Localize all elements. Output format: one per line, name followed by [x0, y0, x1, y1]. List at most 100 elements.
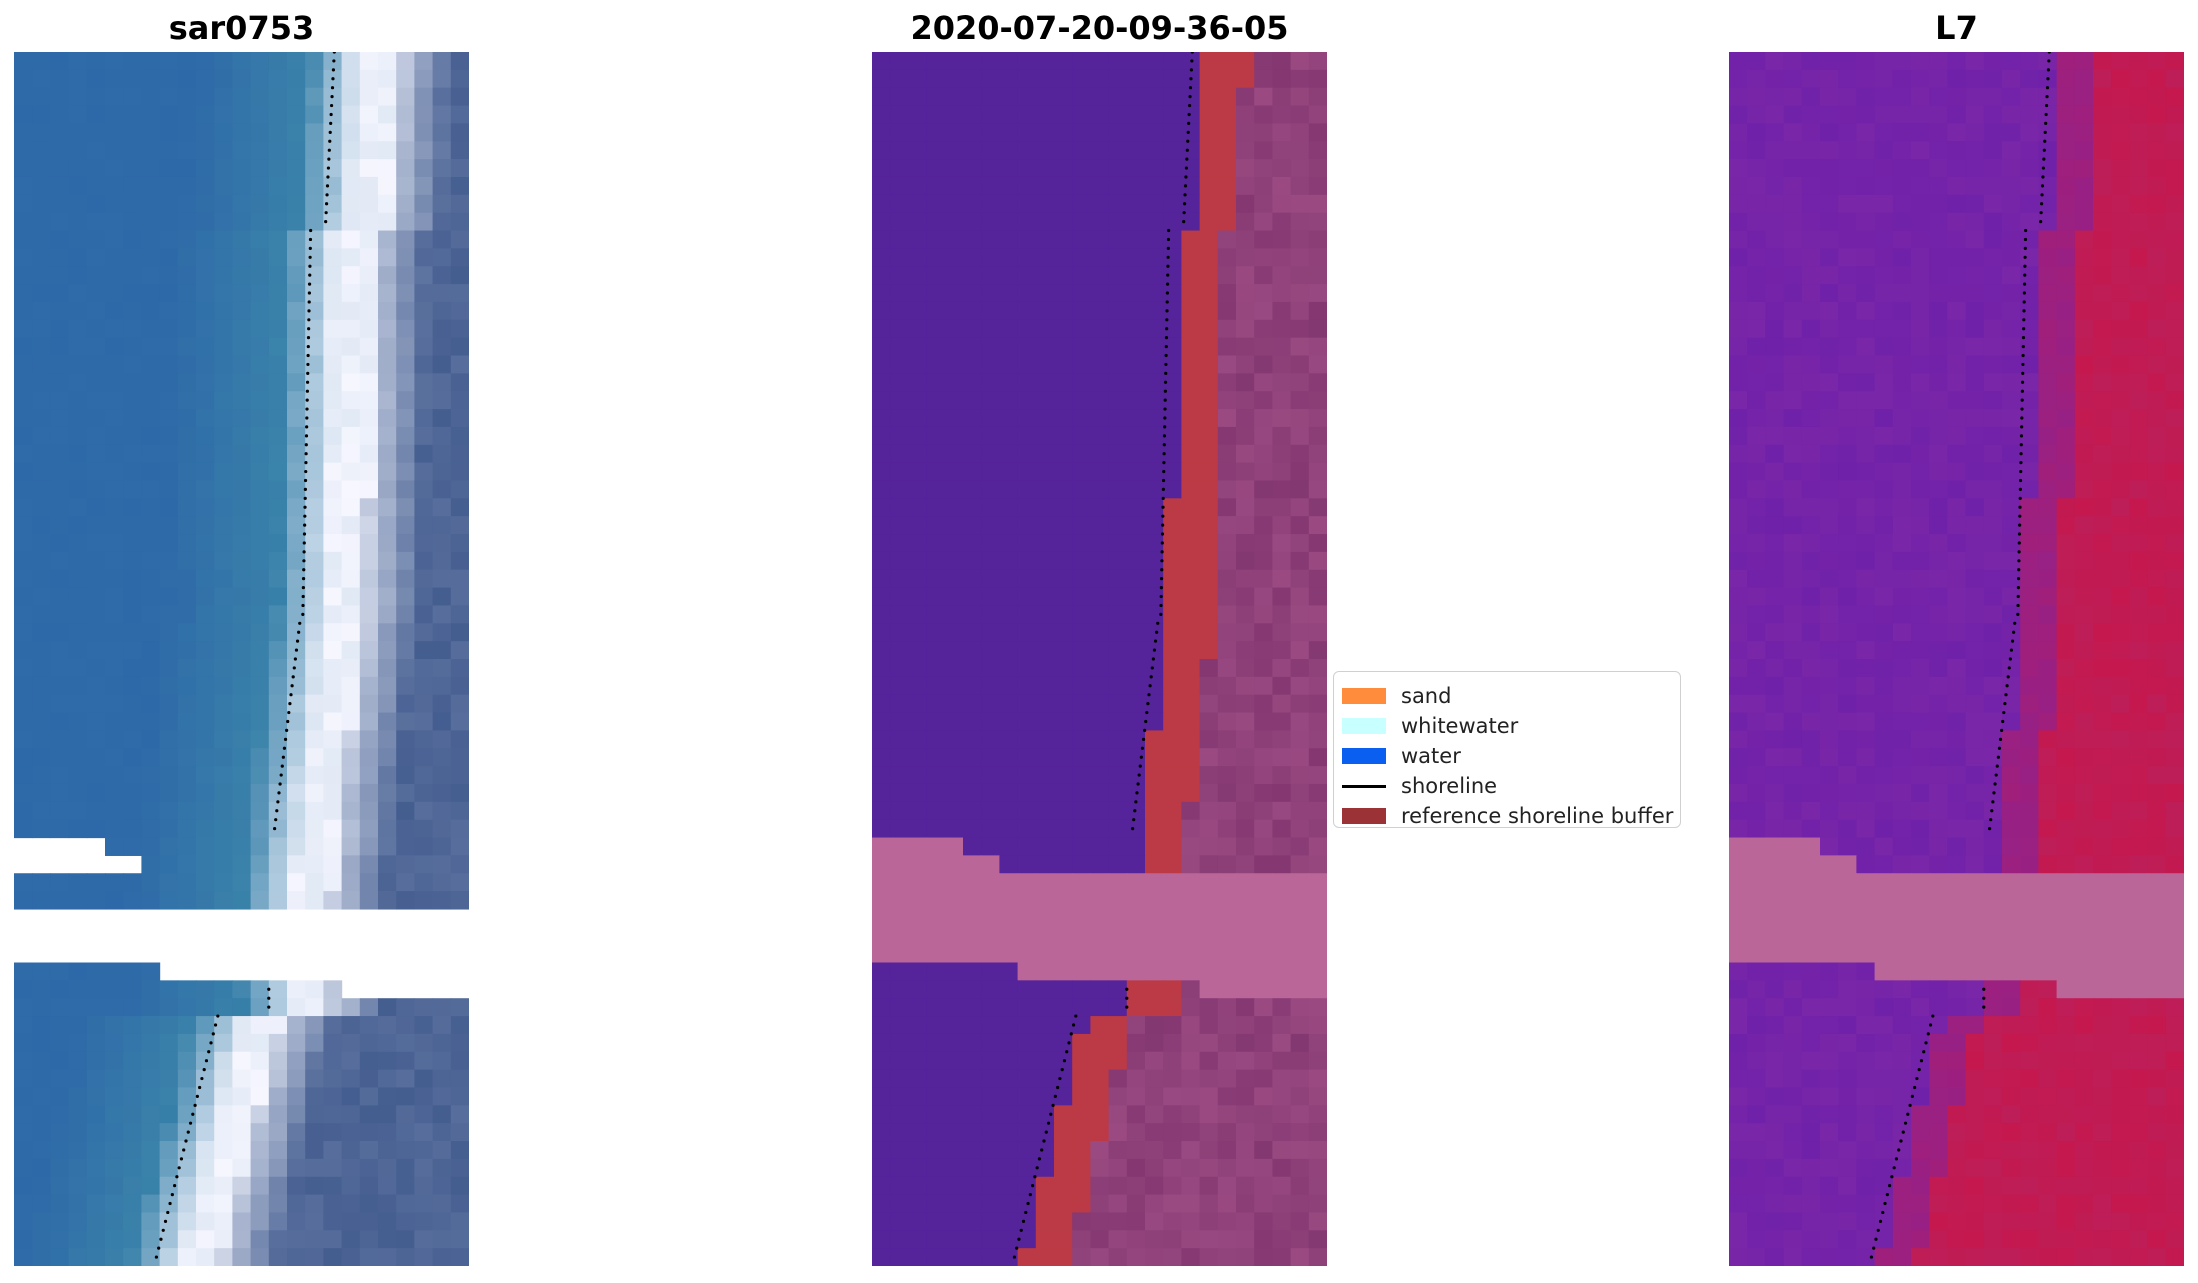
- rgb-pixel: [323, 1016, 343, 1035]
- index-pixel: [1947, 176, 1967, 196]
- class-pixel: [926, 944, 946, 964]
- index-pixel: [1983, 52, 2003, 71]
- class-pixel: [1254, 176, 1273, 196]
- index-pixel: [1838, 212, 1857, 232]
- class-pixel: [999, 944, 1019, 964]
- rgb-pixel: [432, 855, 452, 874]
- index-pixel: [1911, 998, 1930, 1017]
- class-pixel: [1072, 516, 1091, 535]
- class-pixel: [1308, 516, 1327, 535]
- shoreline-point: [1159, 577, 1164, 581]
- index-pixel: [1729, 801, 1748, 821]
- rgb-pixel: [323, 1230, 343, 1249]
- class-pixel: [1217, 980, 1237, 999]
- index-pixel: [2165, 266, 2184, 285]
- rgb-pixel: [378, 194, 397, 214]
- index-pixel: [2002, 801, 2021, 821]
- class-pixel: [1163, 284, 1182, 303]
- rgb-pixel: [177, 230, 197, 249]
- rgb-pixel: [50, 587, 70, 607]
- index-pixel: [1911, 855, 1930, 874]
- index-pixel: [2020, 230, 2039, 249]
- index-pixel: [1892, 837, 1912, 856]
- class-pixel: [1272, 676, 1292, 696]
- rgb-pixel: [105, 534, 124, 553]
- class-pixel: [963, 819, 982, 839]
- class-pixel: [1035, 1105, 1055, 1124]
- index-pixel: [1983, 694, 2003, 714]
- rgb-pixel: [396, 69, 415, 89]
- rgb-pixel: [196, 801, 215, 821]
- rgb-pixel: [341, 337, 361, 357]
- shoreline-point: [308, 255, 312, 259]
- shoreline-point: [303, 523, 307, 527]
- class-pixel: [1290, 801, 1310, 821]
- index-pixel: [1947, 766, 1967, 785]
- rgb-pixel: [378, 426, 397, 446]
- rgb-pixel: [141, 641, 161, 660]
- index-pixel: [1820, 248, 1839, 267]
- class-pixel: [981, 426, 1000, 446]
- class-pixel: [999, 337, 1019, 357]
- class-pixel: [1035, 783, 1055, 803]
- class-pixel: [908, 319, 928, 339]
- class-pixel: [1108, 1105, 1128, 1124]
- rgb-pixel: [32, 444, 51, 464]
- rgb-pixel: [14, 319, 33, 339]
- class-pixel: [872, 212, 891, 232]
- class-pixel: [1199, 891, 1219, 910]
- index-pixel: [1801, 159, 1821, 178]
- rgb-pixel: [105, 1141, 124, 1160]
- rgb-pixel: [68, 605, 88, 624]
- index-pixel: [2038, 1033, 2058, 1053]
- class-pixel: [1217, 623, 1237, 642]
- rgb-pixel: [68, 1033, 88, 1053]
- shoreline-point: [1137, 773, 1141, 777]
- rgb-pixel: [250, 1194, 270, 1214]
- index-pixel: [1947, 159, 1967, 178]
- index-pixel: [2038, 409, 2058, 428]
- class-pixel: [1035, 409, 1055, 428]
- index-pixel: [1947, 873, 1967, 892]
- rgb-pixel: [159, 1230, 179, 1249]
- index-pixel: [1820, 551, 1839, 571]
- class-pixel: [963, 1248, 982, 1266]
- class-pixel: [1199, 373, 1219, 392]
- index-pixel: [1947, 659, 1967, 678]
- class-pixel: [1126, 623, 1146, 642]
- rgb-pixel: [141, 855, 161, 874]
- class-pixel: [1254, 623, 1273, 642]
- class-pixel: [1126, 426, 1146, 446]
- rgb-pixel: [432, 641, 452, 660]
- rgb-pixel: [50, 551, 70, 571]
- index-pixel: [2002, 659, 2021, 678]
- rgb-pixel: [50, 1141, 70, 1160]
- rgb-pixel: [396, 534, 415, 553]
- class-pixel: [1017, 516, 1037, 535]
- shoreline-point: [306, 336, 311, 340]
- index-pixel: [1801, 908, 1821, 928]
- shoreline-point: [1162, 443, 1166, 447]
- rgb-pixel: [450, 659, 469, 678]
- index-pixel: [2147, 569, 2167, 589]
- index-pixel: [2129, 712, 2149, 732]
- rgb-pixel: [359, 319, 379, 339]
- rgb-pixel: [214, 819, 233, 839]
- class-pixel: [1126, 176, 1146, 196]
- class-pixel: [1308, 87, 1327, 107]
- index-pixel: [1965, 551, 1985, 571]
- shoreline-point: [1186, 130, 1190, 134]
- index-pixel: [1729, 873, 1748, 892]
- rgb-pixel: [159, 855, 179, 874]
- rgb-pixel: [14, 176, 33, 196]
- rgb-pixel: [68, 52, 88, 71]
- index-pixel: [1892, 783, 1912, 803]
- index-pixel: [2111, 944, 2130, 964]
- index-pixel: [1783, 230, 1803, 249]
- rgb-pixel: [287, 1176, 306, 1196]
- index-pixel: [1765, 641, 1785, 660]
- class-pixel: [944, 1051, 964, 1071]
- index-pixel: [1965, 998, 1985, 1017]
- rgb-pixel: [359, 694, 379, 714]
- class-pixel: [1236, 337, 1255, 357]
